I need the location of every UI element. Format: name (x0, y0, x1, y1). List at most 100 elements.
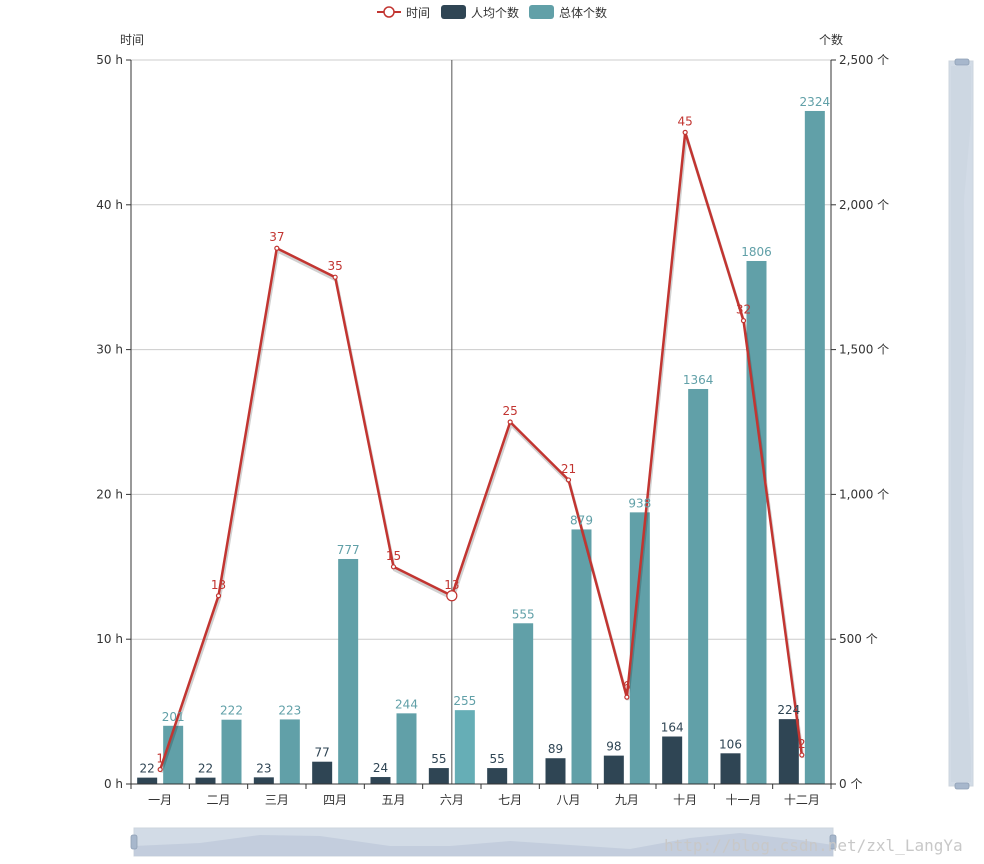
legend-label-per-person: 人均个数 (471, 5, 519, 20)
bar-value-label: 201 (162, 710, 185, 724)
y-left-tick-label: 50 h (96, 53, 123, 67)
bar-value-label: 55 (490, 752, 505, 766)
time-point (274, 245, 280, 251)
legend-label-time: 时间 (406, 6, 430, 20)
x-tick-label: 十一月 (725, 793, 761, 807)
x-tick-label: 十月 (673, 793, 697, 807)
x-tick-label: 七月 (498, 793, 522, 807)
line-value-label: 35 (328, 259, 343, 273)
bar-total (804, 110, 825, 784)
bar-value-label: 77 (315, 746, 330, 760)
bar-total (629, 512, 650, 784)
bar-value-label: 22 (140, 762, 155, 776)
time-line (157, 129, 805, 773)
bar-per-person (195, 777, 216, 784)
x-tick-label: 六月 (440, 793, 464, 807)
bar-total (454, 710, 475, 784)
time-point (215, 593, 222, 599)
time-point (157, 766, 163, 773)
bar-value-label: 879 (570, 513, 593, 527)
line-value-label: 21 (561, 462, 576, 476)
bar-value-label: 224 (777, 703, 800, 717)
time-point (332, 274, 338, 280)
bar-value-label: 255 (453, 694, 476, 708)
bar-total (688, 388, 709, 784)
line-value-label: 13 (211, 578, 226, 592)
line-value-label: 2 (798, 737, 806, 751)
vertical-zoom-slider[interactable] (948, 58, 974, 790)
bar-value-label: 98 (606, 740, 621, 754)
line-value-label: 1 (156, 752, 164, 766)
legend-item-per-person[interactable]: 人均个数 (441, 5, 519, 20)
legend-item-total[interactable]: 总体个数 (529, 5, 607, 20)
bar-per-person (545, 758, 566, 784)
bar-value-label: 24 (373, 761, 388, 775)
x-tick-label: 四月 (323, 793, 347, 807)
bar-value-label: 222 (220, 704, 243, 718)
vertical-zoom-handle-bottom[interactable] (954, 782, 970, 790)
bar-per-person (137, 777, 158, 784)
bar-total (279, 719, 300, 784)
bar-value-label: 23 (256, 761, 271, 775)
time-point (446, 590, 458, 602)
legend-item-time[interactable]: 时间 (377, 6, 430, 20)
x-tick-label: 五月 (381, 793, 405, 807)
y-left-axis-name: 时间 (120, 33, 144, 47)
x-tick-label: 三月 (265, 793, 289, 807)
vertical-zoom-handle-top[interactable] (954, 58, 970, 66)
bar-per-person (603, 755, 624, 784)
bar-value-label: 555 (512, 607, 535, 621)
y-right-tick-label: 0 个 (839, 777, 862, 791)
bar-value-label: 777 (337, 543, 360, 557)
bar-value-label: 223 (278, 703, 301, 717)
bar-total (571, 529, 592, 784)
bar-per-person (778, 719, 799, 784)
bar-value-label: 1364 (683, 373, 714, 387)
bar-value-label: 1806 (741, 245, 772, 259)
bar-value-label: 22 (198, 762, 213, 776)
time-point (565, 477, 572, 483)
x-tick-label: 一月 (148, 793, 172, 807)
bar-total (221, 719, 242, 784)
bar-per-person (253, 777, 274, 784)
y-left-tick-label: 0 h (104, 777, 123, 791)
line-value-label: 45 (678, 114, 693, 128)
legend-label-total: 总体个数 (559, 5, 607, 20)
bar-per-person (428, 768, 449, 784)
bar-per-person (487, 768, 508, 784)
line-value-label: 37 (269, 230, 284, 244)
y-right-tick-label: 1,000 个 (839, 487, 889, 501)
bar-total (396, 713, 417, 784)
horizontal-zoom-handle-right[interactable] (829, 834, 837, 850)
bar-total (746, 260, 767, 784)
watermark-text: http://blog.csdn.net/zxl_LangYa (664, 836, 963, 855)
bars (137, 110, 825, 784)
bar-value-label: 55 (431, 752, 446, 766)
axes: 0 h 10 h 20 h 30 h 40 h 50 h 0 个 500 个 1,000 个 1,… (96, 53, 889, 807)
bar-per-person (720, 753, 741, 784)
bar-per-person (312, 761, 333, 784)
line-value-label: 25 (503, 404, 518, 418)
y-right-tick-label: 500 个 (839, 632, 878, 646)
horizontal-zoom-slider[interactable] (130, 827, 837, 857)
y-right-tick-label: 2,500 个 (839, 53, 889, 67)
bar-value-label: 89 (548, 742, 563, 756)
x-tick-label: 二月 (206, 793, 230, 807)
bar-total (338, 558, 359, 784)
y-right-tick-label: 1,500 个 (839, 343, 889, 357)
y-left-tick-label: 10 h (96, 632, 123, 646)
grid-lines (131, 59, 831, 640)
time-point (624, 694, 630, 700)
x-tick-label: 十二月 (784, 793, 820, 807)
line-value-label: 6 (623, 679, 631, 693)
time-point (740, 318, 747, 324)
horizontal-zoom-handle-left[interactable] (130, 834, 138, 850)
y-left-tick-label: 40 h (96, 198, 123, 212)
legend: 时间 人均个数 总体个数 (377, 5, 607, 20)
x-tick-label: 八月 (556, 793, 580, 807)
line-value-label: 13 (444, 578, 459, 592)
time-point (507, 419, 513, 425)
